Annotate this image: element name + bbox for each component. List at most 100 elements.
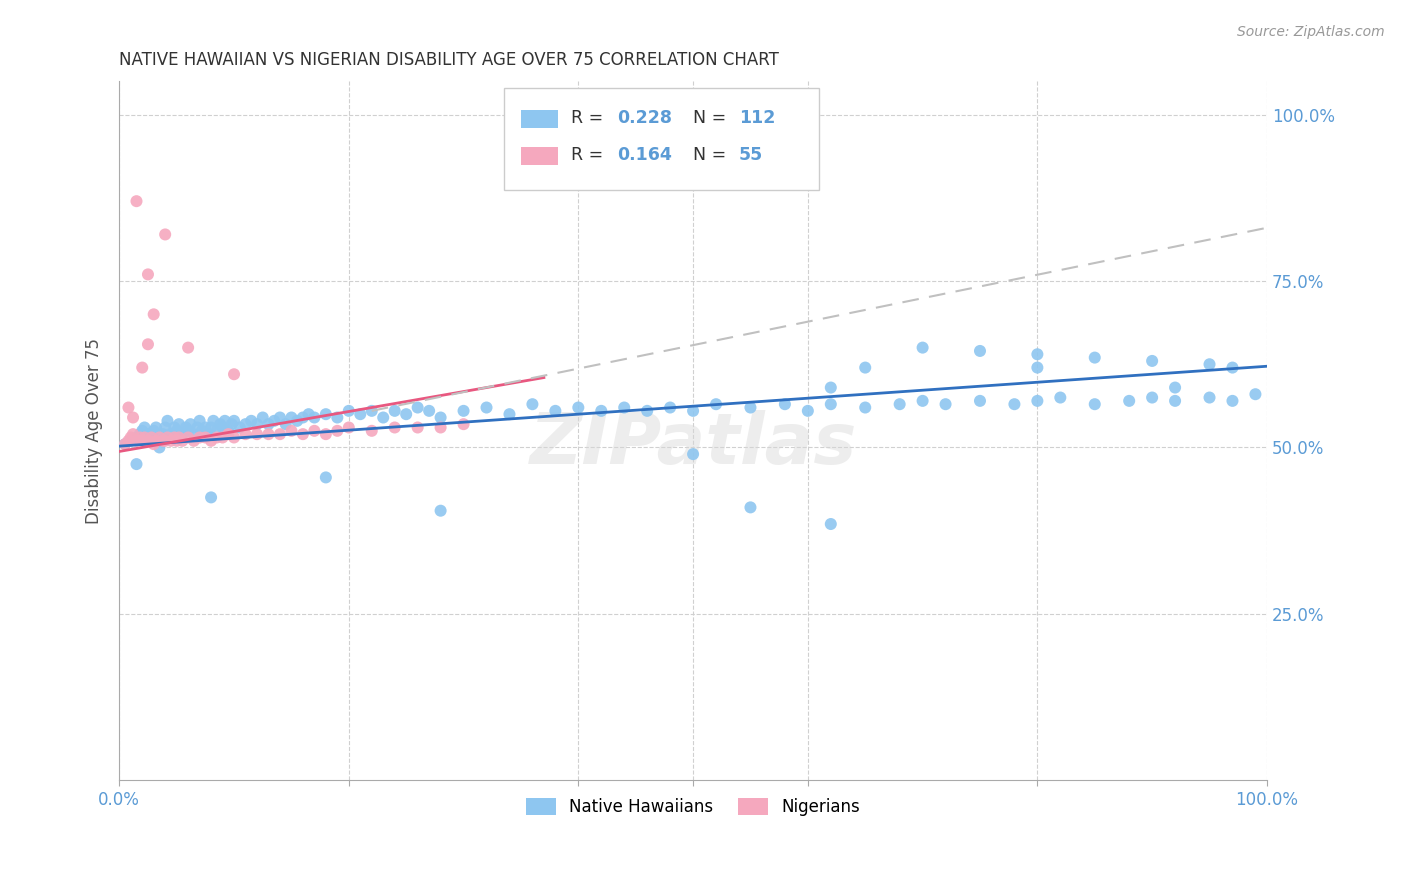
Point [429, 420, 451, 434]
Point [659, 401, 682, 415]
Point [935, 397, 957, 411]
Point [315, 470, 337, 484]
Point [1198, 391, 1220, 405]
Point [246, 427, 269, 442]
Point [544, 404, 567, 418]
Point [911, 393, 934, 408]
Point [326, 424, 349, 438]
Point [252, 410, 274, 425]
Point [172, 427, 194, 442]
Point [217, 424, 239, 438]
Point [179, 417, 201, 432]
Point [613, 401, 636, 415]
Point [269, 410, 291, 425]
Point [235, 417, 257, 432]
Point [141, 430, 163, 444]
Point [274, 417, 297, 432]
Point [191, 424, 214, 438]
Point [229, 420, 252, 434]
Point [337, 404, 360, 418]
Point [209, 417, 232, 432]
Point [1198, 357, 1220, 371]
Point [820, 516, 842, 531]
Point [797, 404, 820, 418]
Point [453, 417, 475, 432]
Text: Source: ZipAtlas.com: Source: ZipAtlas.com [1237, 25, 1385, 39]
Point [160, 427, 183, 442]
Point [200, 420, 222, 434]
Point [820, 397, 842, 411]
Point [211, 430, 233, 444]
Point [591, 404, 613, 418]
Point [122, 410, 145, 425]
Point [117, 434, 139, 448]
Point [167, 417, 190, 432]
Point [177, 341, 200, 355]
Point [418, 404, 440, 418]
Point [1164, 380, 1187, 394]
Point [853, 401, 876, 415]
Point [406, 420, 429, 434]
Point [222, 430, 245, 444]
Point [429, 410, 451, 425]
Point [120, 434, 142, 448]
Point [1084, 351, 1107, 365]
Point [360, 424, 382, 438]
Point [1222, 393, 1244, 408]
Point [163, 420, 186, 434]
Point [136, 427, 159, 442]
Point [1118, 393, 1140, 408]
Point [148, 441, 170, 455]
Point [177, 424, 200, 438]
Point [129, 430, 152, 444]
Point [134, 420, 156, 434]
Point [1002, 397, 1025, 411]
Point [969, 343, 991, 358]
Point [257, 427, 280, 442]
Point [384, 420, 406, 434]
Point [291, 410, 314, 425]
Point [188, 414, 211, 428]
Point [125, 434, 148, 448]
Point [188, 430, 211, 444]
Text: 55: 55 [740, 146, 763, 164]
Point [211, 420, 233, 434]
Y-axis label: Disability Age Over 75: Disability Age Over 75 [86, 338, 103, 524]
Point [373, 410, 395, 425]
Text: 112: 112 [740, 110, 775, 128]
Point [1140, 391, 1163, 405]
Point [125, 194, 148, 209]
Point [304, 410, 326, 425]
Point [257, 417, 280, 432]
Point [1244, 387, 1267, 401]
Point [205, 424, 228, 438]
Point [194, 420, 217, 434]
Point [129, 427, 152, 442]
Point [163, 430, 186, 444]
Point [406, 401, 429, 415]
Point [453, 404, 475, 418]
Point [120, 430, 142, 444]
Point [395, 407, 418, 421]
Point [567, 401, 589, 415]
FancyBboxPatch shape [522, 111, 558, 128]
Point [217, 427, 239, 442]
Point [1140, 354, 1163, 368]
Point [148, 434, 170, 448]
Point [200, 434, 222, 448]
Point [156, 414, 179, 428]
Point [911, 341, 934, 355]
Point [117, 401, 139, 415]
Text: ZIPatlas: ZIPatlas [530, 410, 856, 479]
Point [131, 424, 153, 438]
Point [315, 407, 337, 421]
Point [202, 414, 225, 428]
Point [522, 397, 544, 411]
Point [148, 430, 170, 444]
Point [142, 437, 165, 451]
Point [222, 368, 245, 382]
Point [200, 491, 222, 505]
Point [1222, 360, 1244, 375]
Point [222, 414, 245, 428]
Point [160, 434, 183, 448]
